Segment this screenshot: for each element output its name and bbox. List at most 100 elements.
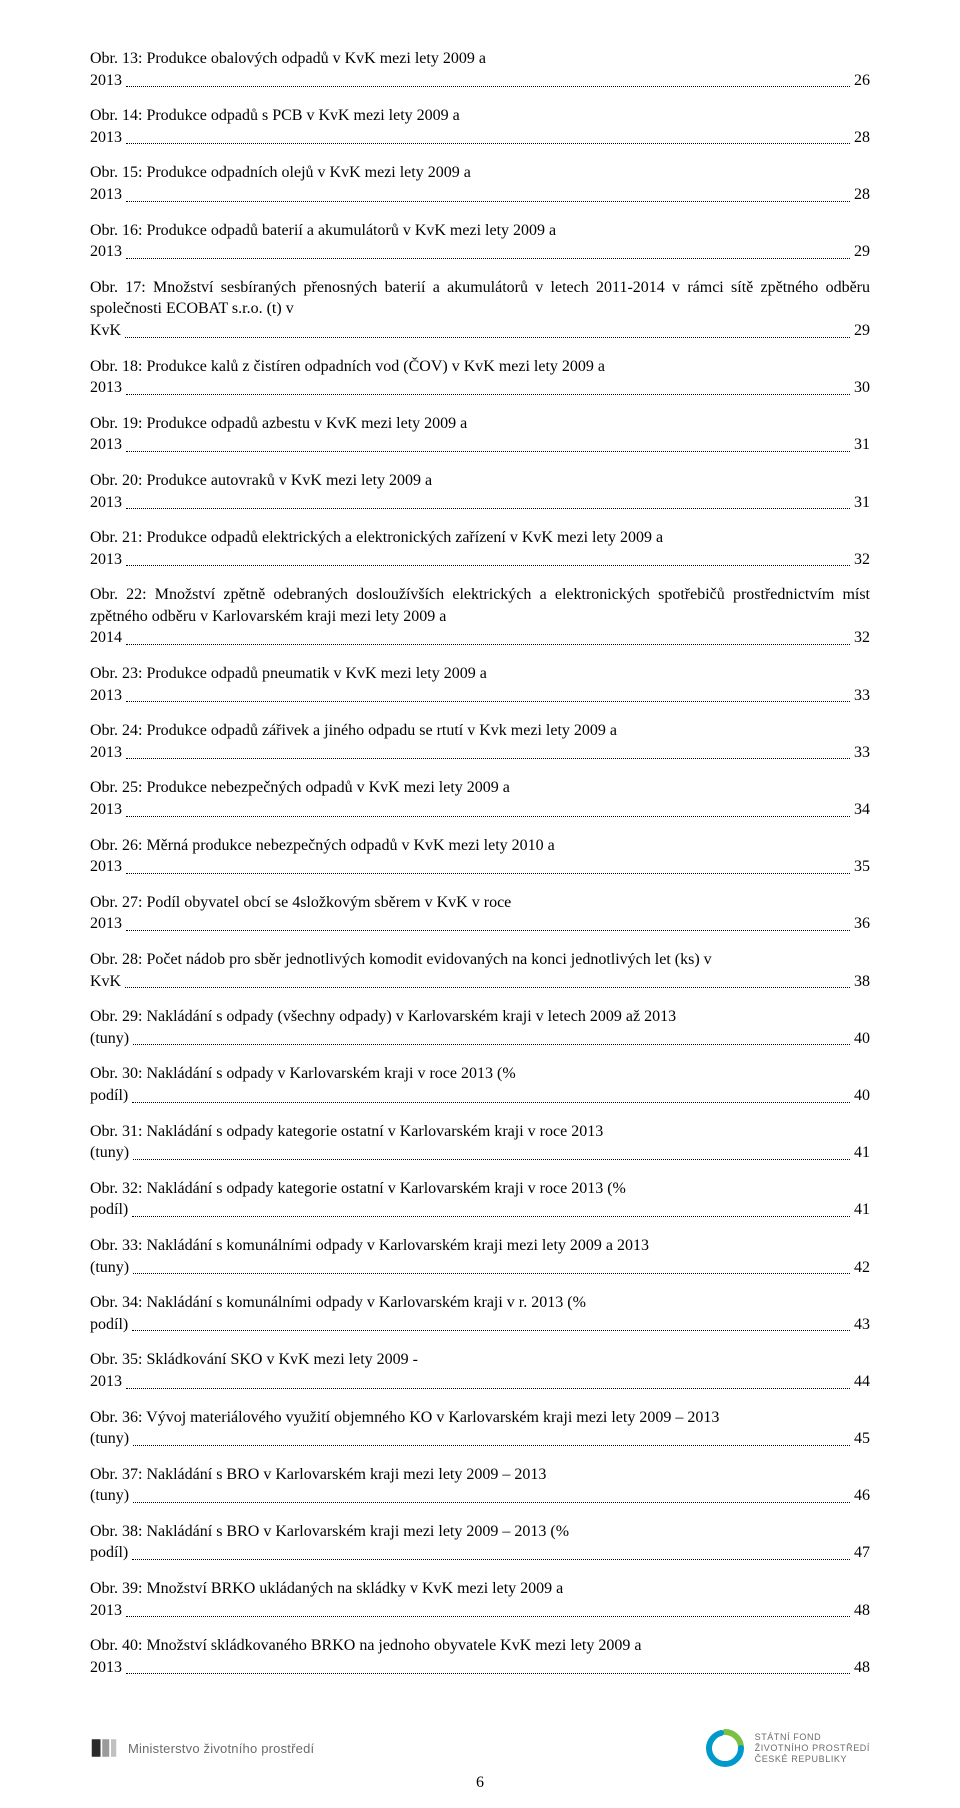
figure-entry-page: 32 (854, 627, 870, 649)
leader-dots (126, 1616, 850, 1617)
figure-entry: Obr. 35: Skládkování SKO v KvK mezi lety… (90, 1349, 870, 1392)
leader-dots (133, 1159, 850, 1160)
figure-entry-text: Obr. 29: Nakládání s odpady (všechny odp… (90, 1006, 870, 1028)
leader-dots (126, 201, 850, 202)
figure-entry: Obr. 18: Produkce kalů z čistíren odpadn… (90, 356, 870, 399)
figure-entry: Obr. 37: Nakládání s BRO v Karlovarském … (90, 1464, 870, 1507)
figure-entry-text: Obr. 32: Nakládání s odpady kategorie os… (90, 1178, 870, 1200)
figure-entry-tail: 2013 (90, 434, 122, 456)
list-of-figures: Obr. 13: Produkce obalových odpadů v KvK… (90, 48, 870, 1678)
figure-entry-page: 33 (854, 742, 870, 764)
mzp-logo-icon (90, 1734, 118, 1762)
figure-entry: Obr. 23: Produkce odpadů pneumatik v KvK… (90, 663, 870, 706)
leader-dots (133, 1445, 850, 1446)
figure-entry: Obr. 24: Produkce odpadů zářivek a jinéh… (90, 720, 870, 763)
figure-entry-tail: podíl) (90, 1199, 128, 1221)
figure-entry-page: 40 (854, 1085, 870, 1107)
figure-entry: Obr. 14: Produkce odpadů s PCB v KvK mez… (90, 105, 870, 148)
figure-entry-text: Obr. 15: Produkce odpadních olejů v KvK … (90, 162, 870, 184)
leader-dots (132, 1330, 850, 1331)
figure-entry-page: 33 (854, 685, 870, 707)
leader-dots (132, 1102, 850, 1103)
figure-entry: Obr. 26: Měrná produkce nebezpečných odp… (90, 835, 870, 878)
leader-dots (126, 1388, 850, 1389)
figure-entry: Obr. 21: Produkce odpadů elektrických a … (90, 527, 870, 570)
figure-entry-page: 35 (854, 856, 870, 878)
figure-entry-tail: 2013 (90, 70, 122, 92)
figure-entry-page: 34 (854, 799, 870, 821)
figure-entry-text: Obr. 22: Množství zpětně odebraných dosl… (90, 584, 870, 627)
figure-entry: Obr. 22: Množství zpětně odebraných dosl… (90, 584, 870, 649)
sfzp-logo-icon (705, 1728, 745, 1768)
figure-entry-page: 29 (854, 241, 870, 263)
figure-entry-text: Obr. 25: Produkce nebezpečných odpadů v … (90, 777, 870, 799)
leader-dots (126, 816, 850, 817)
figure-entry-tail: 2013 (90, 184, 122, 206)
figure-entry-tail: 2013 (90, 856, 122, 878)
figure-entry: Obr. 29: Nakládání s odpady (všechny odp… (90, 1006, 870, 1049)
figure-entry-tail: 2013 (90, 742, 122, 764)
figure-entry-page: 28 (854, 127, 870, 149)
figure-entry-page: 42 (854, 1257, 870, 1279)
figure-entry: Obr. 20: Produkce autovraků v KvK mezi l… (90, 470, 870, 513)
figure-entry-text: Obr. 36: Vývoj materiálového využití obj… (90, 1407, 870, 1429)
leader-dots (126, 86, 850, 87)
figure-entry: Obr. 15: Produkce odpadních olejů v KvK … (90, 162, 870, 205)
leader-dots (132, 1216, 850, 1217)
leader-dots (133, 1502, 850, 1503)
figure-entry-tail: KvK (90, 971, 121, 993)
figure-entry: Obr. 30: Nakládání s odpady v Karlovarsk… (90, 1063, 870, 1106)
figure-entry-text: Obr. 24: Produkce odpadů zářivek a jinéh… (90, 720, 870, 742)
leader-dots (126, 644, 850, 645)
figure-entry-text: Obr. 19: Produkce odpadů azbestu v KvK m… (90, 413, 870, 435)
figure-entry-text: Obr. 18: Produkce kalů z čistíren odpadn… (90, 356, 870, 378)
figure-entry: Obr. 32: Nakládání s odpady kategorie os… (90, 1178, 870, 1221)
figure-entry-page: 43 (854, 1314, 870, 1336)
figure-entry: Obr. 17: Množství sesbíraných přenosných… (90, 277, 870, 342)
figure-entry-page: 31 (854, 434, 870, 456)
mzp-logo-text: Ministerstvo životního prostředí (128, 1741, 314, 1756)
footer-right-logo: STÁTNÍ FOND ŽIVOTNÍHO PROSTŘEDÍ ČESKÉ RE… (705, 1728, 870, 1768)
figure-entry-text: Obr. 23: Produkce odpadů pneumatik v KvK… (90, 663, 870, 685)
figure-entry-page: 36 (854, 913, 870, 935)
figure-entry-text: Obr. 35: Skládkování SKO v KvK mezi lety… (90, 1349, 870, 1371)
figure-entry-text: Obr. 27: Podíl obyvatel obcí se 4složkov… (90, 892, 870, 914)
figure-entry-tail: (tuny) (90, 1028, 129, 1050)
sfzp-line1: STÁTNÍ FOND (755, 1732, 870, 1743)
leader-dots (126, 508, 850, 509)
leader-dots (125, 337, 850, 338)
figure-entry-tail: podíl) (90, 1542, 128, 1564)
leader-dots (133, 1273, 850, 1274)
sfzp-line2: ŽIVOTNÍHO PROSTŘEDÍ (755, 1743, 870, 1754)
figure-entry: Obr. 19: Produkce odpadů azbestu v KvK m… (90, 413, 870, 456)
figure-entry: Obr. 25: Produkce nebezpečných odpadů v … (90, 777, 870, 820)
leader-dots (126, 930, 850, 931)
figure-entry-page: 28 (854, 184, 870, 206)
page-number: 6 (476, 1774, 484, 1792)
leader-dots (126, 565, 850, 566)
figure-entry-tail: 2014 (90, 627, 122, 649)
figure-entry-tail: (tuny) (90, 1142, 129, 1164)
leader-dots (126, 701, 850, 702)
sfzp-logo-text: STÁTNÍ FOND ŽIVOTNÍHO PROSTŘEDÍ ČESKÉ RE… (755, 1732, 870, 1766)
leader-dots (126, 394, 850, 395)
figure-entry-text: Obr. 26: Měrná produkce nebezpečných odp… (90, 835, 870, 857)
figure-entry-text: Obr. 16: Produkce odpadů baterií a akumu… (90, 220, 870, 242)
figure-entry-text: Obr. 20: Produkce autovraků v KvK mezi l… (90, 470, 870, 492)
figure-entry-tail: (tuny) (90, 1428, 129, 1450)
figure-entry-tail: 2013 (90, 492, 122, 514)
figure-entry-page: 26 (854, 70, 870, 92)
figure-entry-tail: 2013 (90, 1371, 122, 1393)
figure-entry: Obr. 39: Množství BRKO ukládaných na skl… (90, 1578, 870, 1621)
leader-dots (126, 1673, 850, 1674)
figure-entry-page: 48 (854, 1600, 870, 1622)
figure-entry-text: Obr. 13: Produkce obalových odpadů v KvK… (90, 48, 870, 70)
figure-entry-text: Obr. 28: Počet nádob pro sběr jednotlivý… (90, 949, 870, 971)
sfzp-line3: ČESKÉ REPUBLIKY (755, 1754, 870, 1765)
figure-entry-tail: 2013 (90, 1657, 122, 1679)
figure-entry-tail: 2013 (90, 913, 122, 935)
figure-entry-page: 29 (854, 320, 870, 342)
figure-entry-page: 41 (854, 1199, 870, 1221)
leader-dots (132, 1559, 850, 1560)
figure-entry-tail: 2013 (90, 549, 122, 571)
